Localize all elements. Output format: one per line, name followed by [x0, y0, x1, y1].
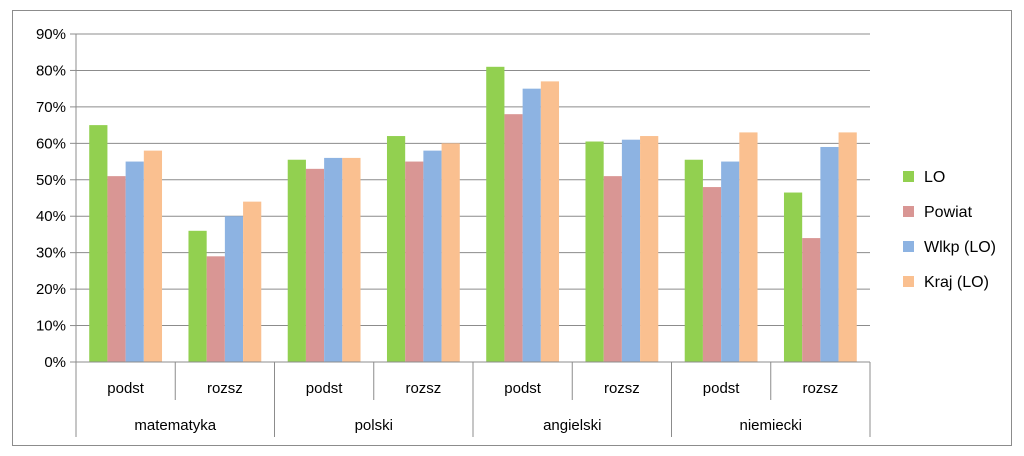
labels: 0% 10% 20% 30% 40% 50% 60% 70% 80% 90% podst rozsz p… — [36, 26, 838, 434]
legend: LO Powiat Wlkp (LO) Kraj (LO) — [903, 169, 996, 291]
bar-powiat — [405, 161, 424, 362]
legend-swatch — [903, 206, 914, 217]
legend-swatch — [903, 276, 914, 287]
y-tick-label: 40% — [36, 208, 66, 225]
bar-powiat — [107, 176, 126, 362]
legend-label: LO — [924, 169, 945, 186]
bar-wlkp-lo — [820, 146, 839, 362]
bars — [89, 66, 857, 363]
bar-lo — [89, 125, 108, 362]
y-tick-label: 30% — [36, 245, 66, 262]
bar-lo — [783, 192, 803, 362]
bar-wlkp-lo — [522, 88, 541, 363]
x-tick-label: podst — [504, 380, 542, 397]
bar-kraj-lo — [739, 132, 758, 362]
y-tick-label: 70% — [36, 99, 66, 116]
legend-label: Kraj (LO) — [924, 274, 989, 291]
bar-powiat — [702, 187, 722, 362]
x-tick-label: rozsz — [802, 380, 838, 397]
bar-lo — [386, 136, 406, 362]
bar-kraj-lo — [243, 201, 262, 362]
x-tick-label: podst — [306, 380, 344, 397]
bar-kraj-lo — [838, 132, 857, 362]
bar-powiat — [603, 176, 622, 362]
bar-kraj-lo — [540, 81, 560, 362]
legend-swatch — [903, 171, 914, 182]
bar-kraj-lo — [640, 136, 659, 362]
x-group-label: niemiecki — [739, 417, 802, 434]
x-group-label: angielski — [543, 417, 601, 434]
x-tick-label: rozsz — [405, 380, 441, 397]
x-tick-label: podst — [703, 380, 741, 397]
y-tick-label: 20% — [36, 281, 66, 298]
bar-powiat — [206, 256, 225, 362]
x-tick-label: podst — [107, 380, 145, 397]
bar-powiat — [802, 238, 821, 362]
bar-lo — [486, 66, 505, 363]
x-group-label: polski — [355, 417, 393, 434]
y-tick-label: 90% — [36, 26, 66, 43]
bar-lo — [188, 230, 207, 362]
bar-lo — [287, 159, 306, 362]
x-tick-label: rozsz — [604, 380, 640, 397]
legend-label: Powiat — [924, 204, 973, 221]
bar-kraj-lo — [143, 150, 163, 362]
y-tick-label: 0% — [44, 354, 66, 371]
bar-wlkp-lo — [423, 150, 442, 362]
bar-wlkp-lo — [125, 161, 144, 362]
bar-kraj-lo — [342, 157, 361, 362]
bar-wlkp-lo — [324, 157, 343, 362]
y-tick-label: 80% — [36, 62, 66, 79]
legend-label: Wlkp (LO) — [924, 239, 996, 256]
legend-swatch — [903, 241, 914, 252]
bar-wlkp-lo — [721, 161, 740, 362]
axes — [70, 33, 871, 437]
x-group-label: matematyka — [134, 417, 216, 434]
bar-wlkp-lo — [621, 139, 641, 362]
bar-lo — [684, 159, 703, 362]
y-tick-label: 50% — [36, 172, 66, 189]
x-tick-label: rozsz — [207, 380, 243, 397]
bar-powiat — [504, 114, 523, 362]
bar-kraj-lo — [441, 143, 460, 362]
bar-powiat — [305, 168, 325, 362]
y-tick-label: 60% — [36, 135, 66, 152]
y-tick-label: 10% — [36, 318, 66, 335]
bar-lo — [585, 141, 604, 362]
bar-wlkp-lo — [224, 216, 244, 362]
